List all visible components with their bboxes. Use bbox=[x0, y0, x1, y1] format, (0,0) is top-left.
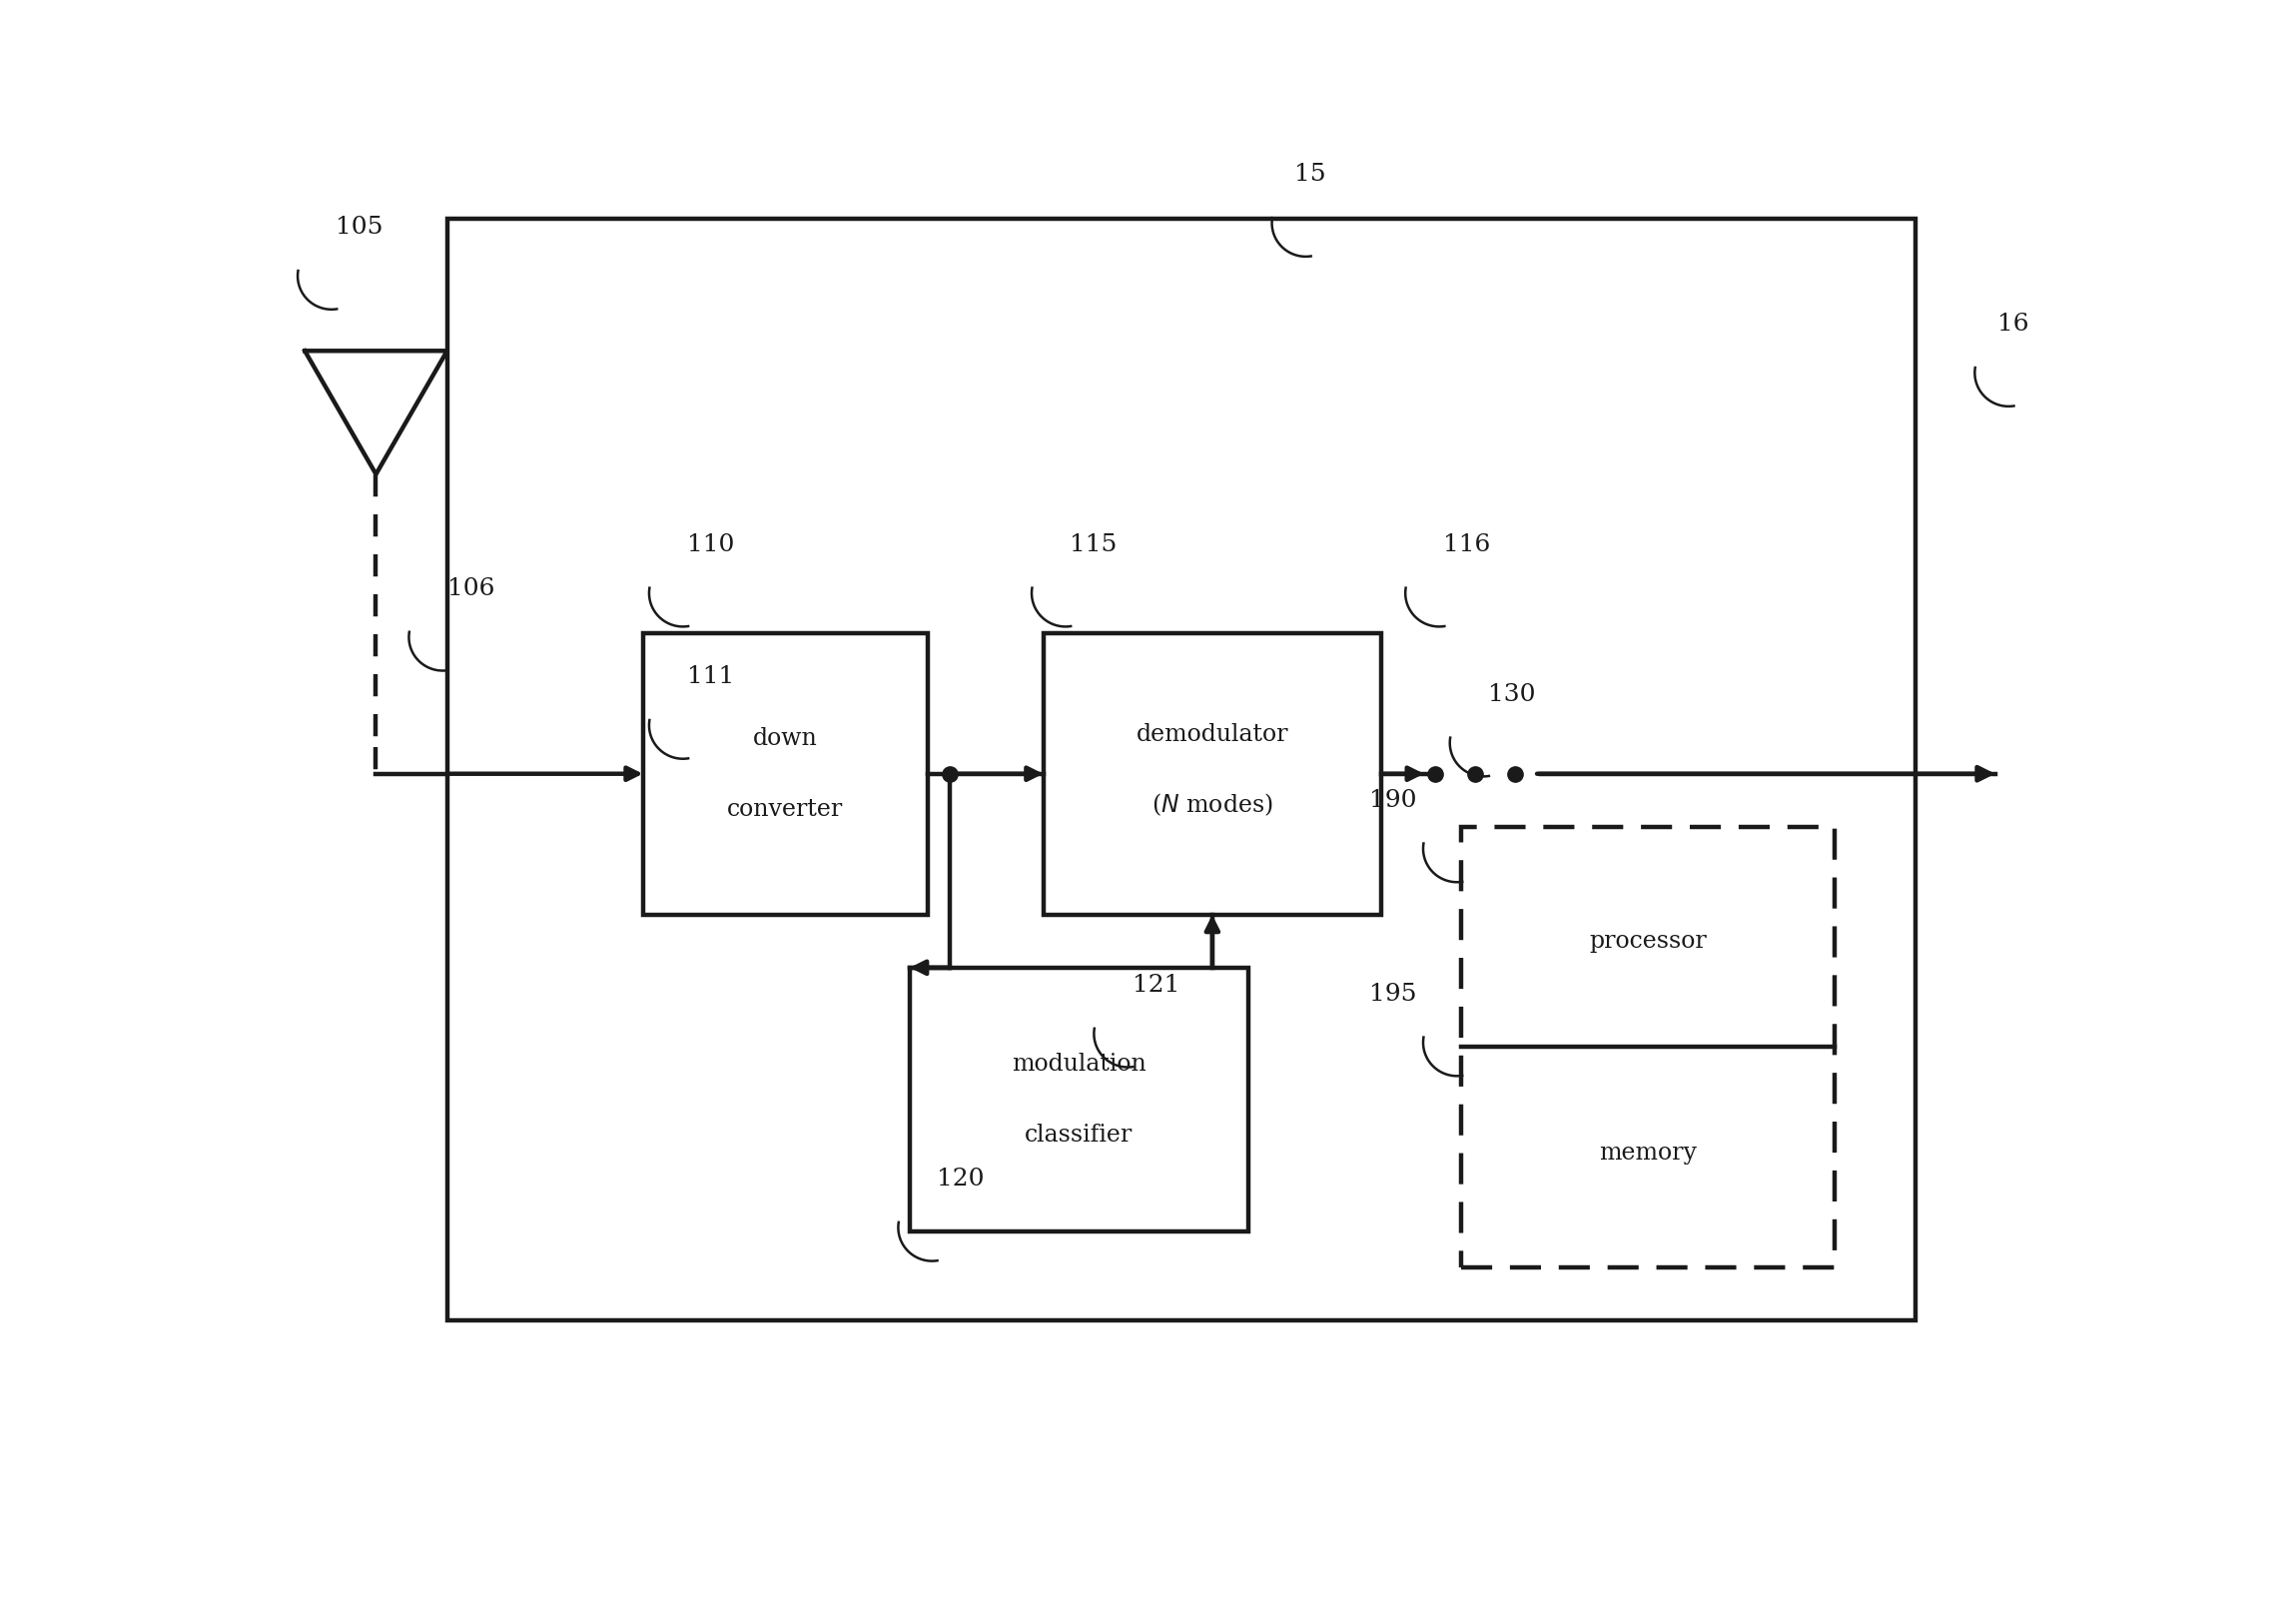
Bar bbox=[1042, 633, 1382, 915]
Text: 120: 120 bbox=[937, 1168, 985, 1190]
Text: 130: 130 bbox=[1488, 682, 1536, 706]
Bar bbox=[643, 633, 928, 915]
Text: 105: 105 bbox=[335, 216, 383, 239]
Bar bbox=[909, 968, 1249, 1232]
Text: converter: converter bbox=[728, 798, 843, 820]
Text: 106: 106 bbox=[448, 577, 494, 601]
Text: 110: 110 bbox=[687, 533, 735, 556]
Text: 115: 115 bbox=[1070, 533, 1118, 556]
Text: modulation: modulation bbox=[1013, 1053, 1146, 1077]
Text: ($N$ modes): ($N$ modes) bbox=[1153, 791, 1272, 819]
Bar bbox=[448, 219, 1915, 1320]
Text: 16: 16 bbox=[1998, 312, 2030, 336]
Text: 190: 190 bbox=[1368, 788, 1417, 812]
Text: down: down bbox=[753, 727, 817, 750]
Text: 121: 121 bbox=[1132, 974, 1180, 996]
Text: classifier: classifier bbox=[1024, 1123, 1132, 1147]
Text: 116: 116 bbox=[1444, 533, 1490, 556]
Text: processor: processor bbox=[1589, 929, 1706, 953]
Text: 195: 195 bbox=[1368, 982, 1417, 1006]
Text: demodulator: demodulator bbox=[1137, 723, 1288, 745]
Text: memory: memory bbox=[1600, 1141, 1697, 1165]
Bar bbox=[1460, 827, 1835, 1267]
Text: 111: 111 bbox=[687, 665, 735, 689]
Text: 15: 15 bbox=[1295, 163, 1327, 186]
